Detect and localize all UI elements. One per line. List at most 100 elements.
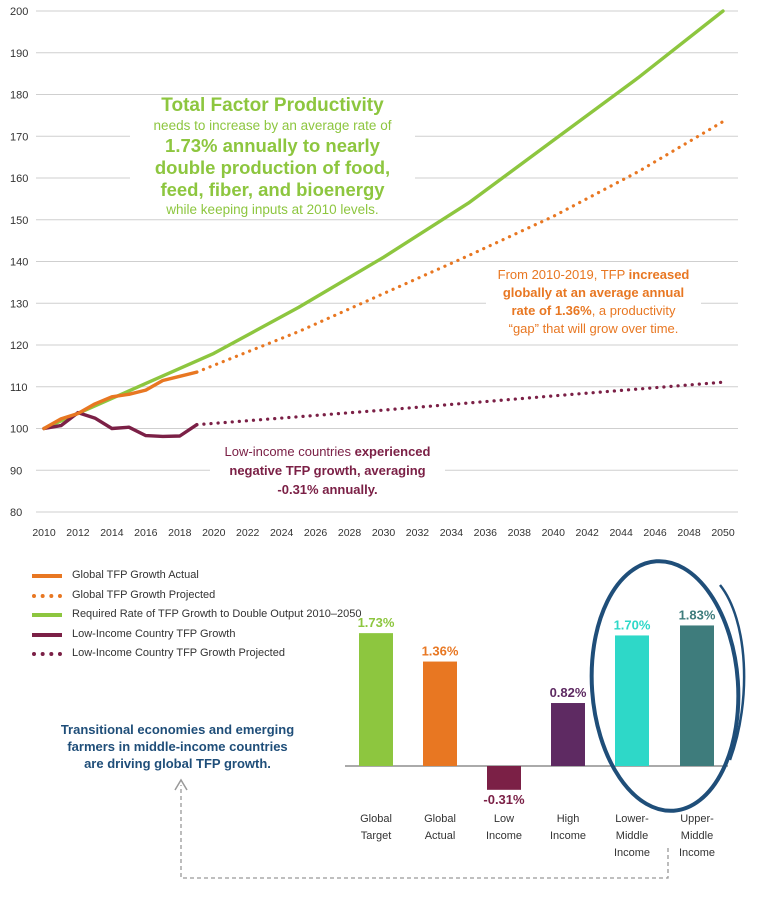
bar-value-label: 1.83%	[679, 607, 716, 622]
y-tick-label: 120	[10, 340, 28, 352]
x-tick-label: 2018	[168, 527, 192, 539]
y-tick-label: 180	[10, 90, 28, 102]
bar-category-label: Income	[550, 830, 586, 842]
x-tick-label: 2044	[609, 527, 633, 539]
bar-category-label: Global	[360, 813, 392, 825]
tfp-line-chart: 80 90 100 110 120 130 140 150 160 170 180 190 200 20…	[10, 6, 738, 539]
bar-value-label: 1.36%	[422, 644, 459, 659]
x-tick-label: 2010	[32, 527, 56, 539]
series-lines	[42, 9, 725, 439]
x-tick-label: 2026	[304, 527, 328, 539]
x-tick-label: 2048	[677, 527, 701, 539]
highlight-ellipse	[589, 559, 746, 813]
legend-label: Low-Income Country TFP Growth Projected	[72, 647, 285, 659]
middle-income-annotation-line3: are driving global TFP growth.	[84, 756, 271, 771]
middle-income-annotation-line1: Transitional economies and emerging	[60, 722, 295, 737]
legend-label: Global TFP Growth Actual	[72, 569, 199, 581]
y-tick-label: 160	[10, 173, 28, 185]
bar-category-label: Income	[679, 847, 715, 859]
callout-dashed-path	[180, 785, 669, 879]
bar-value-label: 1.70%	[614, 617, 651, 632]
bar-category-label: Middle	[681, 830, 713, 842]
orange-annotation-bold3: rate of 1.36%	[511, 303, 592, 318]
legend-swatch-dotted	[32, 652, 62, 656]
x-tick-label: 2036	[474, 527, 498, 539]
highlight-ellipse-outer	[589, 559, 741, 813]
bar	[551, 703, 585, 766]
y-tick-label: 130	[10, 298, 28, 310]
orange-annotation-post1: , a productivity	[591, 303, 676, 318]
y-tick-label: 150	[10, 215, 28, 227]
bar-marks: 1.73% Global Target 1.36% Global Actual -0.31%…	[345, 607, 728, 859]
legend-swatch-dotted	[32, 593, 62, 598]
x-tick-label: 2042	[576, 527, 600, 539]
legend-label: Global TFP Growth Projected	[72, 588, 216, 601]
x-tick-label: 2050	[711, 527, 735, 539]
bar-category-label: Global	[424, 813, 456, 825]
orange-annotation-post2: “gap” that will grow over time.	[508, 321, 679, 336]
bar	[615, 635, 649, 766]
legend-swatch-solid	[32, 632, 62, 637]
low-income-annotation-bold3: -0.31% annually.	[277, 482, 378, 497]
series-line-4	[195, 380, 725, 427]
highlight-ellipse-stroke	[719, 584, 746, 761]
y-tick-label: 100	[10, 424, 28, 436]
bar-category-label: Middle	[616, 830, 648, 842]
y-tick-label: 110	[10, 382, 28, 394]
y-tick-label: 90	[10, 465, 22, 477]
x-tick-label: 2030	[372, 527, 396, 539]
low-income-annotation-pre: Low-income countries	[224, 444, 355, 459]
x-tick-label: 2028	[338, 527, 362, 539]
x-tick-label: 2022	[236, 527, 260, 539]
y-tick-label: 80	[10, 507, 22, 519]
green-annotation-line1: needs to increase by an average rate of	[153, 118, 392, 133]
green-annotation-bold2: double production of food,	[154, 157, 391, 178]
bar	[423, 661, 457, 766]
legend-swatch-solid	[32, 613, 62, 617]
low-income-annotation-bold1: experienced	[354, 444, 431, 459]
green-annotation-title: Total Factor Productivity	[161, 95, 384, 116]
legend-label: Low-Income Country TFP Growth	[72, 627, 236, 640]
x-tick-label: 2012	[66, 527, 90, 539]
bar-value-label: 0.82%	[550, 685, 587, 700]
orange-annotation: From 2010-2019, TFP increased globally a…	[486, 266, 701, 338]
legend-swatch-solid	[32, 574, 62, 578]
bar-category-label: Income	[614, 847, 650, 859]
x-tick-label: 2046	[643, 527, 667, 539]
bar-category-label: Low	[494, 813, 514, 825]
x-axis-ticks: 2010 2012 2014 2016 2018 2020 2022 2024 2026 2028…	[32, 527, 735, 539]
x-tick-label: 2040	[542, 527, 566, 539]
orange-annotation-bold1: increased	[628, 267, 690, 282]
series-line-2	[42, 9, 725, 431]
y-tick-label: 140	[10, 257, 28, 269]
bar-category-label: Target	[361, 830, 392, 842]
bar	[487, 766, 521, 790]
x-tick-label: 2032	[406, 527, 430, 539]
series-line-0	[42, 370, 199, 431]
x-tick-label: 2024	[270, 527, 294, 539]
y-tick-label: 170	[10, 131, 28, 143]
x-tick-label: 2038	[508, 527, 532, 539]
bar-category-label: Actual	[425, 830, 456, 842]
callout-connector	[174, 778, 669, 879]
orange-annotation-pre: From 2010-2019, TFP	[497, 267, 629, 282]
orange-annotation-bold2: globally at an average annual	[502, 285, 685, 300]
bar-value-label: -0.31%	[483, 792, 525, 807]
bar	[359, 633, 393, 766]
bar-category-label: Income	[486, 830, 522, 842]
grid-lines	[36, 10, 738, 513]
x-tick-label: 2020	[202, 527, 226, 539]
bar-category-label: Lower-	[615, 813, 649, 825]
green-annotation-line2: while keeping inputs at 2010 levels.	[166, 202, 379, 217]
bar-category-label: High	[557, 813, 580, 825]
series-line-3	[42, 410, 199, 439]
low-income-annotation-bold2: negative TFP growth, averaging	[229, 463, 426, 478]
legend-label: Required Rate of TFP Growth to Double Ou…	[72, 608, 362, 620]
x-tick-label: 2016	[134, 527, 158, 539]
bar-value-label: 1.73%	[358, 615, 395, 630]
middle-income-annotation-line2: farmers in middle-income countries	[67, 739, 288, 754]
green-annotation: Total Factor Productivity needs to incre…	[130, 95, 415, 219]
bar-category-label: Upper-	[680, 813, 714, 825]
middle-income-annotation: Transitional economies and emerging farm…	[50, 721, 305, 772]
low-income-annotation: Low-income countries experienced negativ…	[210, 442, 445, 499]
